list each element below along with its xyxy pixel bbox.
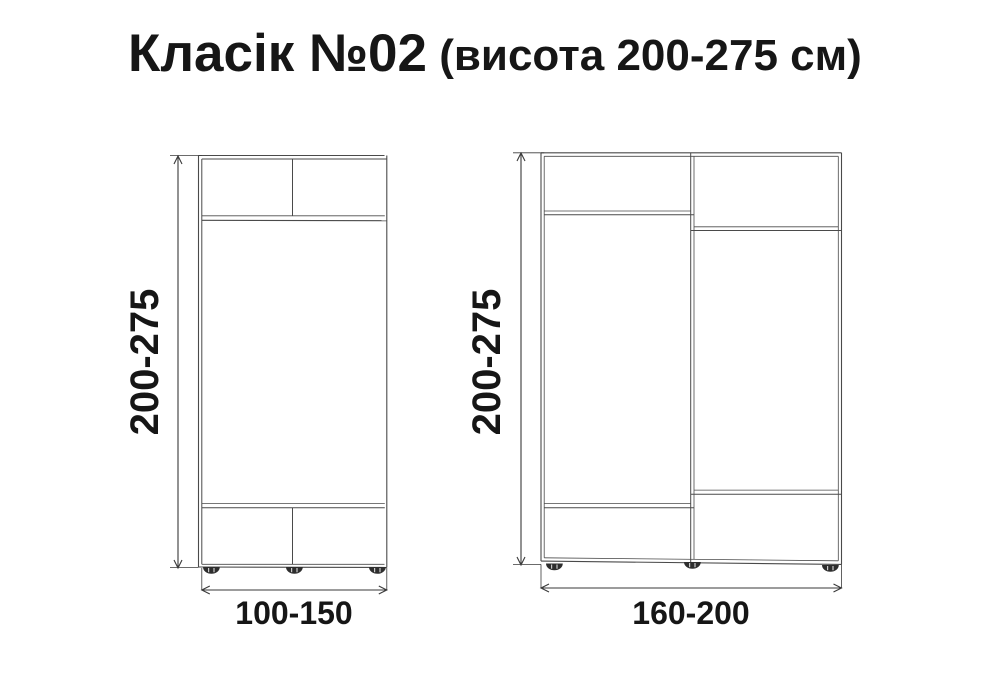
svg-text:Класік №02 (висота 200-275 см): Класік №02 (висота 200-275 см) bbox=[128, 24, 862, 83]
svg-text:160-200: 160-200 bbox=[632, 595, 749, 631]
svg-text:200-275: 200-275 bbox=[465, 289, 509, 436]
svg-text:100-150: 100-150 bbox=[235, 595, 352, 631]
svg-text:200-275: 200-275 bbox=[123, 289, 167, 436]
